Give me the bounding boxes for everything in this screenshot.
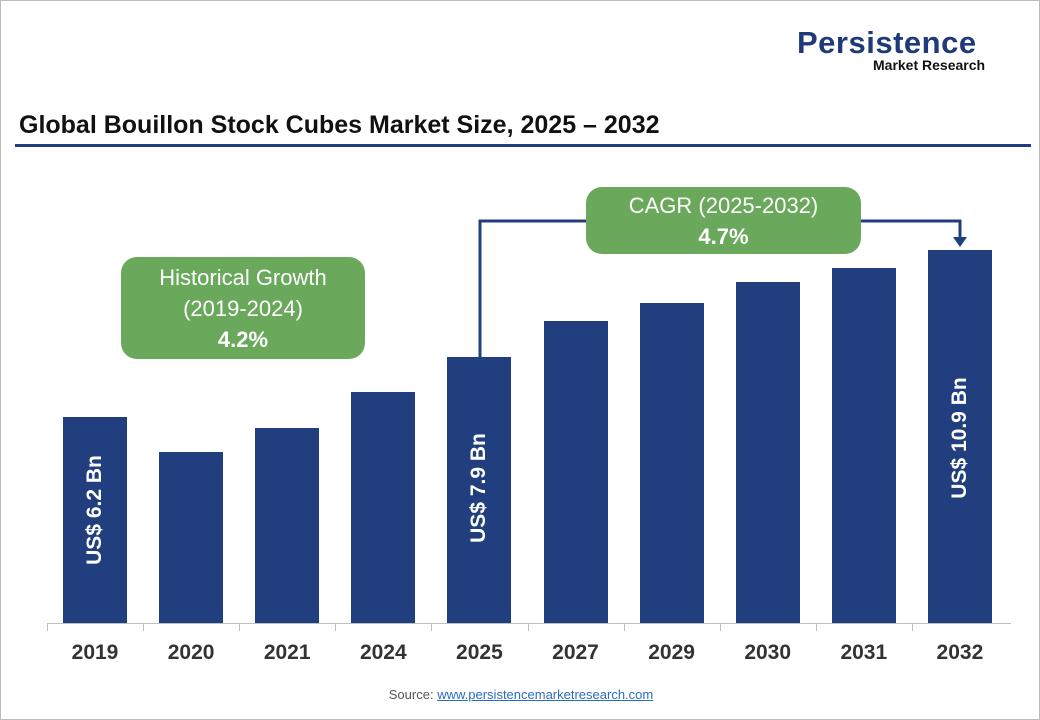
historical-label: Historical Growth: [159, 265, 327, 290]
data-label: US$ 7.9 Bn: [467, 433, 491, 543]
x-tick: [335, 623, 337, 631]
source: Source: www.persistencemarketresearch.co…: [1, 687, 1039, 702]
cagr-value: 4.7%: [698, 224, 749, 249]
bar-2030: [735, 282, 800, 623]
data-label: US$ 6.2 Bn: [83, 455, 106, 565]
chart-title: Global Bouillon Stock Cubes Market Size,…: [19, 111, 660, 139]
data-label: US$ 10.9 Bn: [947, 377, 971, 499]
x-tick-label: 2029: [648, 641, 695, 664]
cagr-box: CAGR (2025-2032) 4.7%: [586, 187, 861, 254]
x-tick-label: 2024: [359, 641, 407, 664]
bar-2025: [447, 356, 512, 623]
x-tick: [431, 623, 433, 631]
x-tick: [239, 623, 241, 631]
bar-2029: [639, 303, 704, 623]
x-tick-label: 2021: [263, 641, 311, 664]
title-divider: [15, 144, 1031, 147]
logo: Persistence: [797, 25, 977, 60]
bar-2020: [159, 452, 224, 623]
x-tick-label: 2019: [71, 641, 119, 664]
x-tick: [911, 623, 913, 631]
bar-2024: [351, 392, 416, 623]
x-tick-label: 2027: [552, 641, 599, 664]
historical-value: 4.2%: [217, 327, 269, 352]
historical-period: (2019-2024): [183, 296, 303, 321]
arrow-down-icon: [953, 237, 967, 247]
cagr-label: CAGR (2025-2032): [628, 193, 819, 218]
source-label: Source:: [388, 687, 434, 702]
x-tick: [815, 623, 817, 631]
bar-2019: [63, 416, 127, 623]
x-tick-label: 2020: [167, 641, 215, 664]
x-tick: [143, 623, 145, 631]
x-tick-label: 2030: [744, 641, 792, 664]
x-tick-label: 2025: [456, 641, 503, 664]
bar-2031: [831, 267, 896, 623]
x-tick-label: 2032: [936, 641, 984, 664]
historical-growth-box: Historical Growth (2019-2024) 4.2%: [121, 257, 365, 359]
x-tick-label: 2031: [840, 641, 888, 664]
x-tick: [719, 623, 721, 631]
bar-2032: [927, 250, 992, 623]
bar-2027: [543, 321, 608, 623]
x-axis: [47, 623, 1011, 624]
source-link[interactable]: www.persistencemarketresearch.com: [437, 687, 654, 702]
x-tick: [623, 623, 625, 631]
x-tick: [47, 623, 48, 631]
bar-2021: [255, 427, 320, 623]
x-tick: [527, 623, 529, 631]
logo-subtitle: Market Research: [873, 57, 986, 73]
